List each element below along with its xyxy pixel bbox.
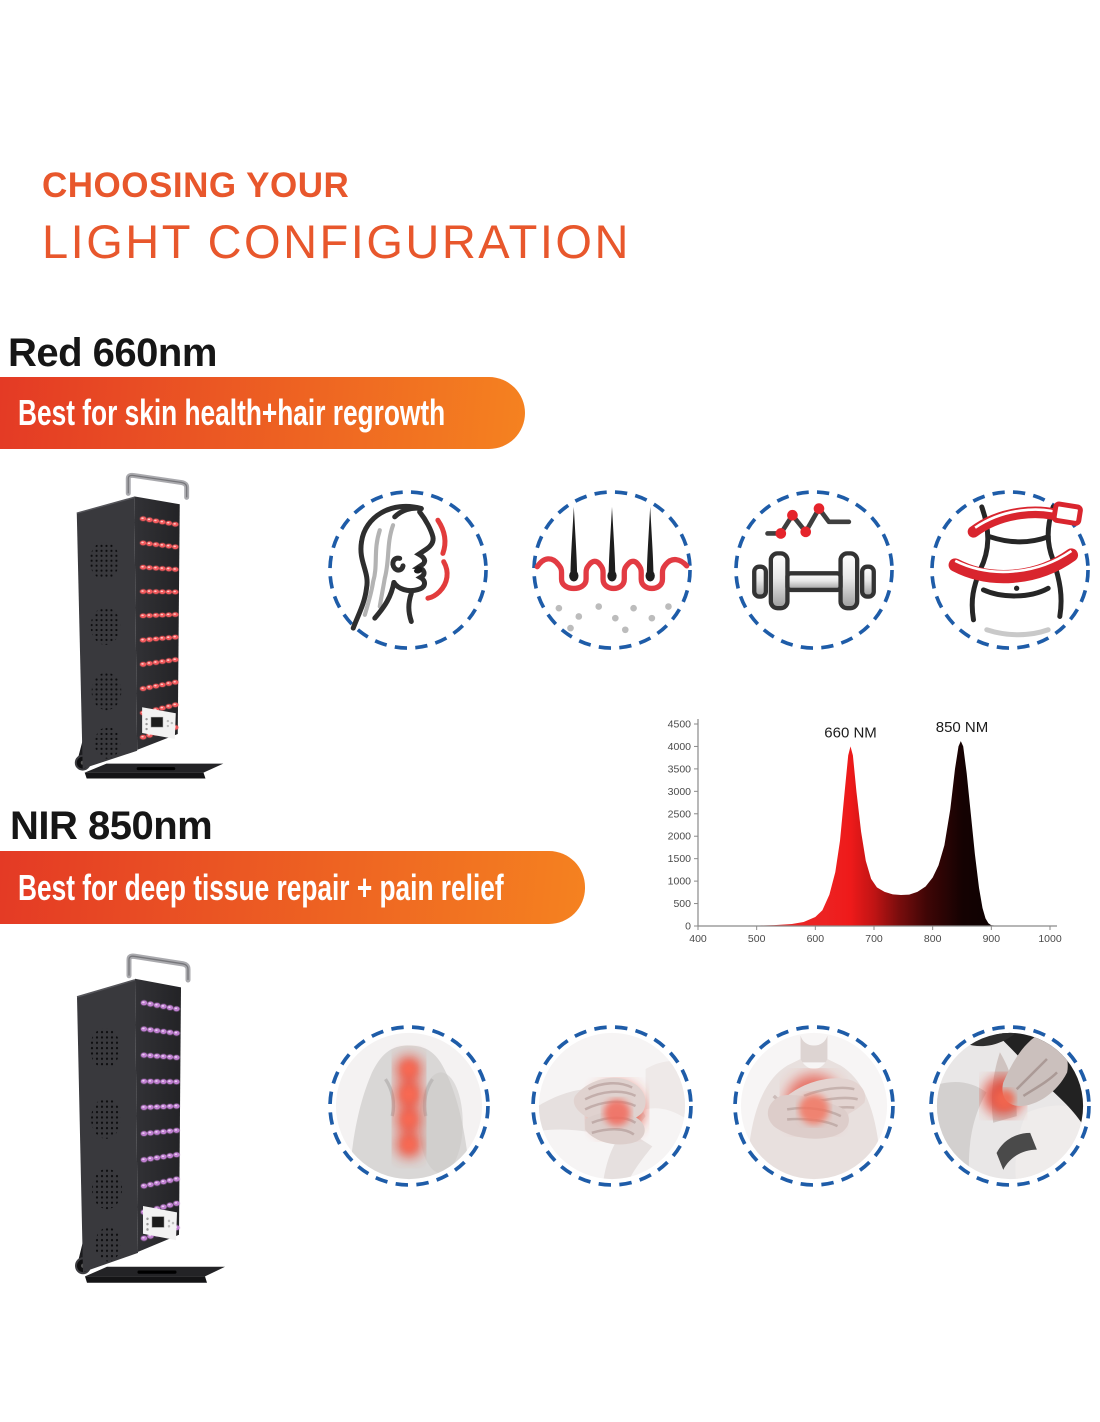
svg-text:500: 500 (673, 898, 691, 910)
knee-pain-photo (531, 1025, 693, 1187)
nir-banner-text: Best for deep tissue repair + pain relie… (18, 866, 504, 908)
back-pain-photo (328, 1025, 490, 1187)
svg-text:700: 700 (865, 933, 883, 945)
svg-text:2000: 2000 (668, 831, 692, 843)
svg-text:3500: 3500 (668, 763, 692, 775)
nir-850nm-panel-image (55, 950, 255, 1302)
svg-text:3000: 3000 (668, 786, 692, 798)
svg-text:1000: 1000 (1038, 933, 1062, 945)
svg-text:2500: 2500 (668, 808, 692, 820)
title-line-1: CHOOSING YOUR (42, 166, 350, 205)
red-banner: Best for skin health+hair regrowth (0, 377, 525, 449)
section-red-heading: Red 660nm (8, 331, 217, 375)
svg-text:0: 0 (685, 921, 691, 933)
hair-regrowth-icon (532, 490, 692, 650)
svg-text:400: 400 (689, 933, 707, 945)
muscle-recovery-icon (734, 490, 894, 650)
spectrum-chart: 0 500 1000 1500 2000 2500 3000 3500 4000 4500 400 5… (652, 708, 1067, 953)
svg-text:600: 600 (807, 933, 825, 945)
red-banner-text: Best for skin health+hair regrowth (18, 392, 446, 433)
svg-text:4000: 4000 (668, 741, 692, 753)
body-slimming-icon (930, 490, 1090, 650)
svg-text:4500: 4500 (668, 719, 692, 731)
neck-pain-photo (929, 1025, 1091, 1187)
svg-text:1000: 1000 (668, 876, 692, 888)
section-nir-heading: NIR 850nm (10, 804, 213, 848)
chest-pain-photo (733, 1025, 895, 1187)
svg-text:500: 500 (748, 933, 766, 945)
svg-text:660 NM: 660 NM (824, 724, 877, 741)
red-660nm-panel-image (55, 468, 253, 798)
svg-text:800: 800 (924, 933, 942, 945)
svg-text:1500: 1500 (668, 853, 692, 865)
svg-text:900: 900 (983, 933, 1001, 945)
title-line-2: LIGHT CONFIGURATION (42, 215, 631, 268)
svg-text:850 NM: 850 NM (936, 719, 989, 736)
skin-health-icon (328, 490, 488, 650)
nir-banner: Best for deep tissue repair + pain relie… (0, 851, 585, 924)
